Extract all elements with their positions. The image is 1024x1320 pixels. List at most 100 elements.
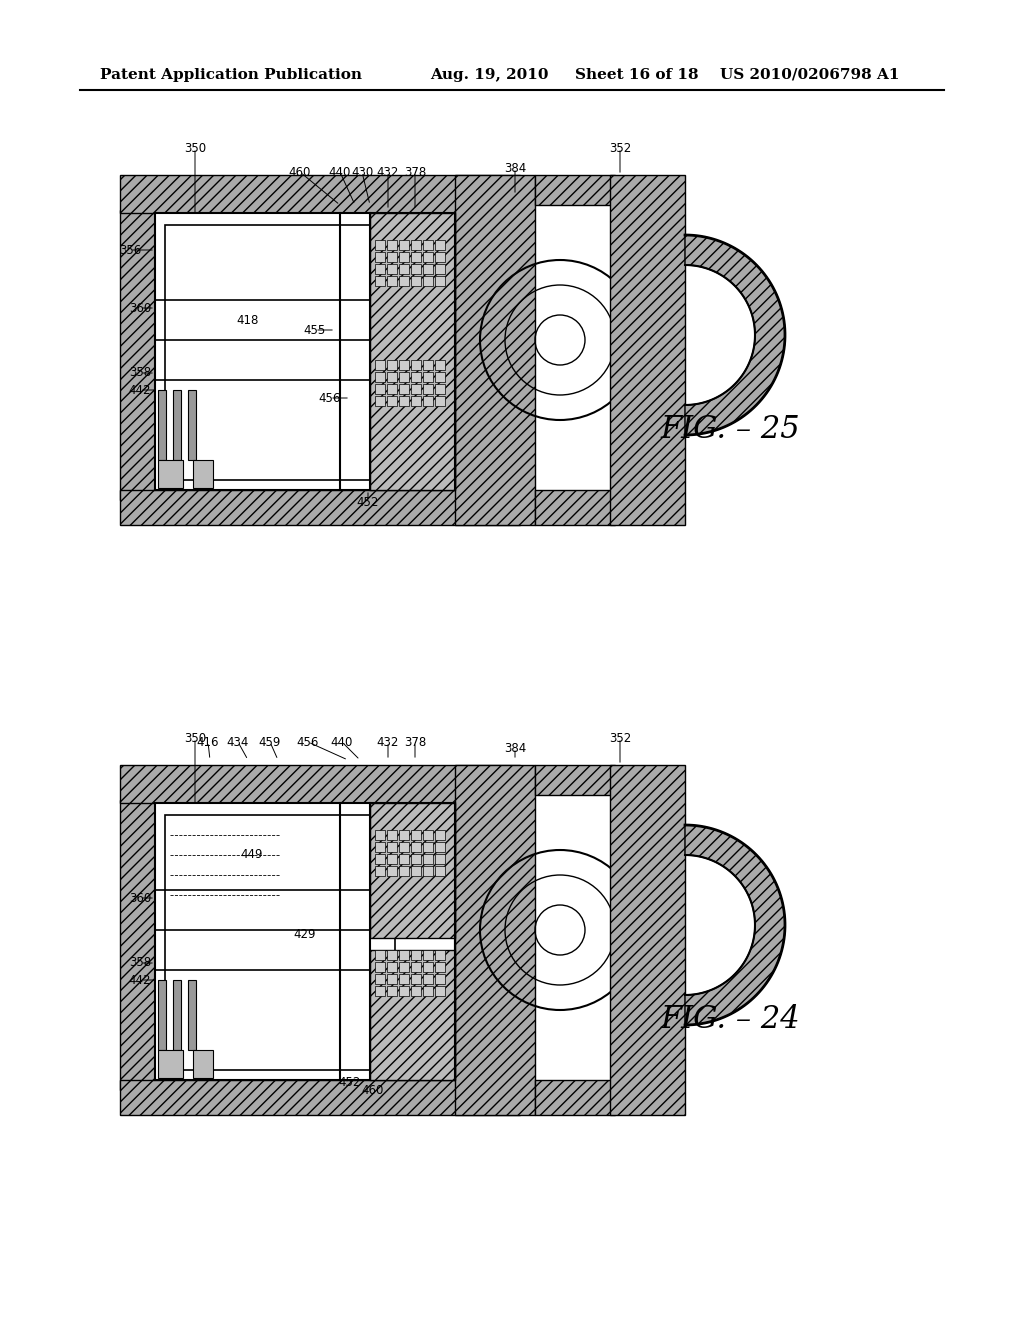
Bar — [435, 842, 445, 851]
Text: 452: 452 — [356, 495, 379, 508]
Text: 442: 442 — [129, 384, 152, 396]
Bar — [435, 360, 445, 370]
Text: Aug. 19, 2010: Aug. 19, 2010 — [430, 69, 549, 82]
Bar — [399, 360, 409, 370]
Text: 350: 350 — [184, 731, 206, 744]
Bar — [399, 240, 409, 249]
Text: 418: 418 — [237, 314, 259, 326]
Bar — [387, 384, 397, 393]
Text: 440: 440 — [329, 165, 351, 178]
Text: 358: 358 — [129, 957, 152, 969]
Bar — [399, 842, 409, 851]
Bar — [435, 252, 445, 261]
Bar — [165, 224, 395, 480]
Bar — [435, 866, 445, 876]
Bar — [387, 854, 397, 865]
Bar — [375, 974, 385, 983]
Bar — [387, 986, 397, 997]
Text: 432: 432 — [377, 735, 399, 748]
Bar — [423, 264, 433, 275]
Bar — [411, 264, 421, 275]
Bar — [423, 986, 433, 997]
Text: 360: 360 — [129, 891, 152, 904]
Bar — [375, 252, 385, 261]
Bar — [387, 962, 397, 972]
Bar — [435, 830, 445, 840]
Bar — [375, 372, 385, 381]
Text: Patent Application Publication: Patent Application Publication — [100, 69, 362, 82]
Bar — [423, 854, 433, 865]
Bar — [387, 842, 397, 851]
Bar — [411, 866, 421, 876]
Text: 430: 430 — [351, 165, 373, 178]
Bar — [423, 276, 433, 286]
Bar — [423, 842, 433, 851]
Polygon shape — [685, 235, 785, 436]
Text: 434: 434 — [226, 735, 249, 748]
Bar — [423, 962, 433, 972]
Bar — [193, 1049, 213, 1078]
Bar — [423, 240, 433, 249]
Bar — [387, 830, 397, 840]
Bar — [188, 389, 196, 459]
Bar — [411, 962, 421, 972]
Bar — [423, 950, 433, 960]
Bar — [375, 240, 385, 249]
Text: 460: 460 — [289, 165, 311, 178]
Bar — [158, 389, 166, 459]
Bar — [411, 252, 421, 261]
Bar — [435, 276, 445, 286]
Text: 384: 384 — [504, 742, 526, 755]
Bar — [399, 962, 409, 972]
Bar — [158, 979, 166, 1049]
Text: 440: 440 — [331, 735, 353, 748]
Bar — [535, 490, 615, 525]
Text: 358: 358 — [129, 367, 152, 380]
Bar — [411, 240, 421, 249]
Text: 429: 429 — [294, 928, 316, 941]
Bar — [399, 866, 409, 876]
Bar — [370, 803, 455, 939]
Bar — [120, 490, 520, 525]
Bar — [375, 396, 385, 407]
Bar — [411, 276, 421, 286]
Bar — [370, 950, 455, 1080]
Bar — [120, 1080, 520, 1115]
Bar — [399, 854, 409, 865]
Text: Sheet 16 of 18: Sheet 16 of 18 — [575, 69, 698, 82]
Bar — [411, 830, 421, 840]
Bar — [399, 372, 409, 381]
Bar — [435, 240, 445, 249]
Bar — [435, 854, 445, 865]
Bar — [411, 854, 421, 865]
Bar — [158, 1049, 183, 1078]
Bar — [120, 176, 520, 213]
Bar — [375, 360, 385, 370]
Bar — [375, 842, 385, 851]
Bar — [399, 252, 409, 261]
Text: 432: 432 — [377, 165, 399, 178]
Bar — [411, 986, 421, 997]
Text: 352: 352 — [609, 141, 631, 154]
Bar — [423, 384, 433, 393]
Text: 456: 456 — [318, 392, 341, 404]
Text: FIG. – 24: FIG. – 24 — [660, 1005, 800, 1035]
Text: 442: 442 — [129, 974, 152, 986]
Bar — [411, 974, 421, 983]
Bar — [435, 974, 445, 983]
Bar — [399, 396, 409, 407]
Bar — [435, 384, 445, 393]
Bar — [435, 264, 445, 275]
Bar — [387, 396, 397, 407]
Bar — [375, 986, 385, 997]
Text: FIG. – 25: FIG. – 25 — [660, 414, 800, 446]
Bar — [455, 176, 535, 525]
Bar — [375, 276, 385, 286]
Bar — [387, 866, 397, 876]
Bar — [155, 803, 455, 1080]
Text: 459: 459 — [259, 735, 282, 748]
Bar — [435, 986, 445, 997]
Text: 384: 384 — [504, 161, 526, 174]
Bar — [411, 950, 421, 960]
Bar — [423, 360, 433, 370]
